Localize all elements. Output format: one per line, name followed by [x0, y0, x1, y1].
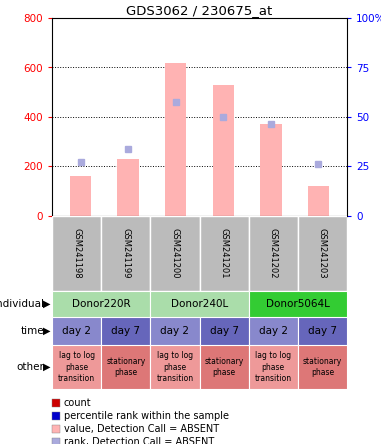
Bar [101, 317, 150, 345]
Bar [52, 345, 101, 389]
Text: lag to log
phase
transition: lag to log phase transition [255, 351, 292, 383]
Text: GSM241201: GSM241201 [219, 228, 229, 279]
Text: Donor240L: Donor240L [171, 299, 228, 309]
Text: lag to log
phase
transition: lag to log phase transition [156, 351, 194, 383]
Bar [117, 159, 139, 216]
Bar [165, 63, 186, 216]
Bar [150, 216, 200, 291]
Text: GSM241198: GSM241198 [72, 228, 81, 279]
Bar [150, 345, 200, 389]
Bar [52, 291, 150, 317]
Bar [249, 216, 298, 291]
Bar [298, 345, 347, 389]
Text: percentile rank within the sample: percentile rank within the sample [64, 411, 229, 421]
Bar [200, 216, 249, 291]
Bar [101, 345, 150, 389]
Text: Donor220R: Donor220R [72, 299, 130, 309]
Text: individual: individual [0, 299, 44, 309]
Text: lag to log
phase
transition: lag to log phase transition [58, 351, 95, 383]
Text: ▶: ▶ [43, 326, 50, 336]
Text: count: count [64, 398, 91, 408]
Bar [298, 216, 347, 291]
Bar [308, 186, 329, 216]
Text: other: other [16, 362, 44, 372]
Text: ▶: ▶ [43, 299, 50, 309]
Bar [260, 124, 282, 216]
Text: day 2: day 2 [160, 326, 189, 336]
Bar [52, 216, 101, 291]
Bar [249, 317, 298, 345]
Text: day 2: day 2 [259, 326, 288, 336]
Text: GSM241199: GSM241199 [121, 228, 130, 279]
Text: day 7: day 7 [111, 326, 140, 336]
Text: ▶: ▶ [43, 362, 50, 372]
Bar [213, 85, 234, 216]
Text: day 2: day 2 [62, 326, 91, 336]
Bar [101, 216, 150, 291]
Text: GSM241200: GSM241200 [170, 228, 179, 279]
Text: GSM241202: GSM241202 [269, 228, 278, 279]
Text: day 7: day 7 [308, 326, 337, 336]
Bar [200, 317, 249, 345]
Bar [249, 291, 347, 317]
Title: GDS3062 / 230675_at: GDS3062 / 230675_at [126, 4, 273, 17]
Text: day 7: day 7 [210, 326, 239, 336]
Bar [150, 291, 249, 317]
Text: stationary
phase: stationary phase [205, 357, 244, 377]
Bar [200, 345, 249, 389]
Text: Donor5064L: Donor5064L [266, 299, 330, 309]
Bar [249, 345, 298, 389]
Text: stationary
phase: stationary phase [303, 357, 342, 377]
Bar [298, 317, 347, 345]
Bar [52, 317, 101, 345]
Text: stationary
phase: stationary phase [106, 357, 146, 377]
Text: rank, Detection Call = ABSENT: rank, Detection Call = ABSENT [64, 437, 214, 444]
Bar [150, 317, 200, 345]
Bar [70, 176, 91, 216]
Text: value, Detection Call = ABSENT: value, Detection Call = ABSENT [64, 424, 219, 434]
Text: time: time [21, 326, 44, 336]
Text: GSM241203: GSM241203 [318, 228, 327, 279]
